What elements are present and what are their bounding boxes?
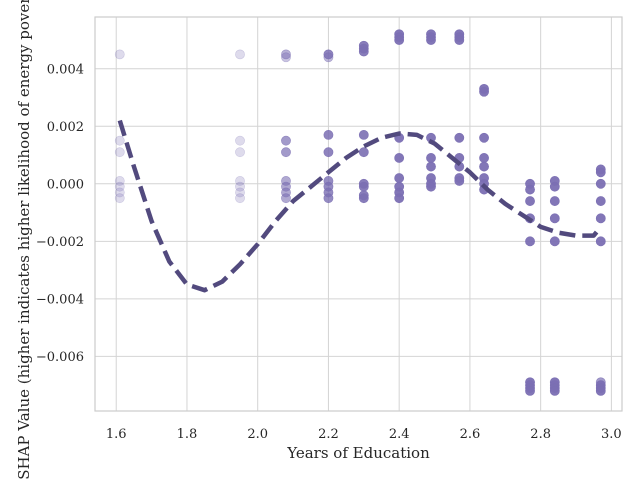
data-point	[114, 187, 125, 198]
x-axis-label: Years of Education	[286, 444, 430, 462]
data-point	[595, 167, 606, 178]
data-point	[358, 130, 369, 140]
grid-lines	[95, 17, 622, 411]
data-point	[323, 52, 334, 63]
x-tick-label: 1.8	[177, 427, 198, 442]
data-point	[595, 385, 606, 396]
data-point	[525, 196, 535, 206]
y-tick-label: −0.004	[36, 292, 84, 307]
data-point	[454, 35, 465, 45]
data-point	[358, 193, 369, 204]
data-point	[323, 147, 334, 158]
data-point	[235, 49, 245, 60]
data-point	[323, 193, 334, 204]
x-tick-label: 2.6	[460, 427, 481, 442]
data-point	[281, 135, 291, 146]
y-tick-label: 0.000	[47, 177, 84, 192]
y-tick-labels: −0.006 −0.004 −0.002 0.000 0.002 0.004	[36, 62, 84, 365]
data-point	[549, 385, 560, 396]
x-tick-label: 3.0	[601, 427, 622, 442]
data-point	[394, 35, 405, 45]
x-tick-label: 1.6	[106, 427, 127, 442]
data-point	[426, 181, 436, 192]
data-point	[549, 213, 560, 224]
x-tick-label: 2.8	[530, 427, 551, 442]
data-point	[595, 236, 606, 247]
data-point	[525, 184, 535, 195]
data-point	[235, 147, 245, 158]
data-point	[235, 176, 245, 186]
y-axis-label: SHAP Value (higher indicates higher like…	[15, 0, 33, 480]
data-point	[595, 196, 606, 206]
data-point	[549, 181, 560, 192]
trend-line-group	[117, 119, 603, 293]
y-tick-label: 0.004	[47, 62, 84, 77]
data-point	[358, 46, 369, 57]
data-point	[114, 147, 125, 158]
data-point	[235, 181, 245, 192]
data-point	[281, 147, 291, 158]
trend-line	[117, 119, 603, 293]
data-point	[595, 178, 606, 189]
data-point	[394, 153, 405, 163]
data-point	[525, 385, 535, 396]
data-point	[281, 193, 291, 204]
data-point	[114, 49, 125, 60]
data-point	[549, 196, 560, 206]
data-point	[549, 236, 560, 247]
data-point	[454, 176, 465, 186]
data-point	[479, 132, 489, 143]
y-tick-label: −0.006	[36, 350, 84, 365]
data-point	[281, 52, 291, 63]
x-tick-labels: 1.6 1.8 2.0 2.2 2.4 2.6 2.8 3.0	[106, 427, 622, 442]
data-point	[235, 187, 245, 198]
data-point	[426, 153, 436, 163]
x-tick-label: 2.0	[247, 427, 268, 442]
data-point	[479, 86, 489, 97]
data-point	[114, 176, 125, 186]
x-tick-label: 2.2	[318, 427, 339, 442]
data-point	[114, 193, 125, 204]
data-point	[426, 161, 436, 172]
y-tick-label: −0.002	[36, 235, 84, 250]
data-point	[281, 49, 291, 60]
data-point	[394, 173, 405, 183]
data-point	[323, 130, 334, 140]
data-point	[479, 161, 489, 172]
y-tick-label: 0.002	[47, 120, 84, 135]
plot-frame	[94, 16, 623, 412]
data-point	[595, 213, 606, 224]
data-points	[114, 29, 606, 396]
data-point	[479, 153, 489, 163]
data-point	[235, 135, 245, 146]
data-point	[235, 193, 245, 204]
data-point	[114, 135, 125, 146]
data-point	[358, 147, 369, 158]
data-point	[454, 132, 465, 143]
data-point	[426, 35, 436, 45]
data-point	[525, 236, 535, 247]
data-point	[394, 193, 405, 204]
data-point	[114, 181, 125, 192]
x-tick-label: 2.4	[389, 427, 410, 442]
data-point	[358, 181, 369, 192]
